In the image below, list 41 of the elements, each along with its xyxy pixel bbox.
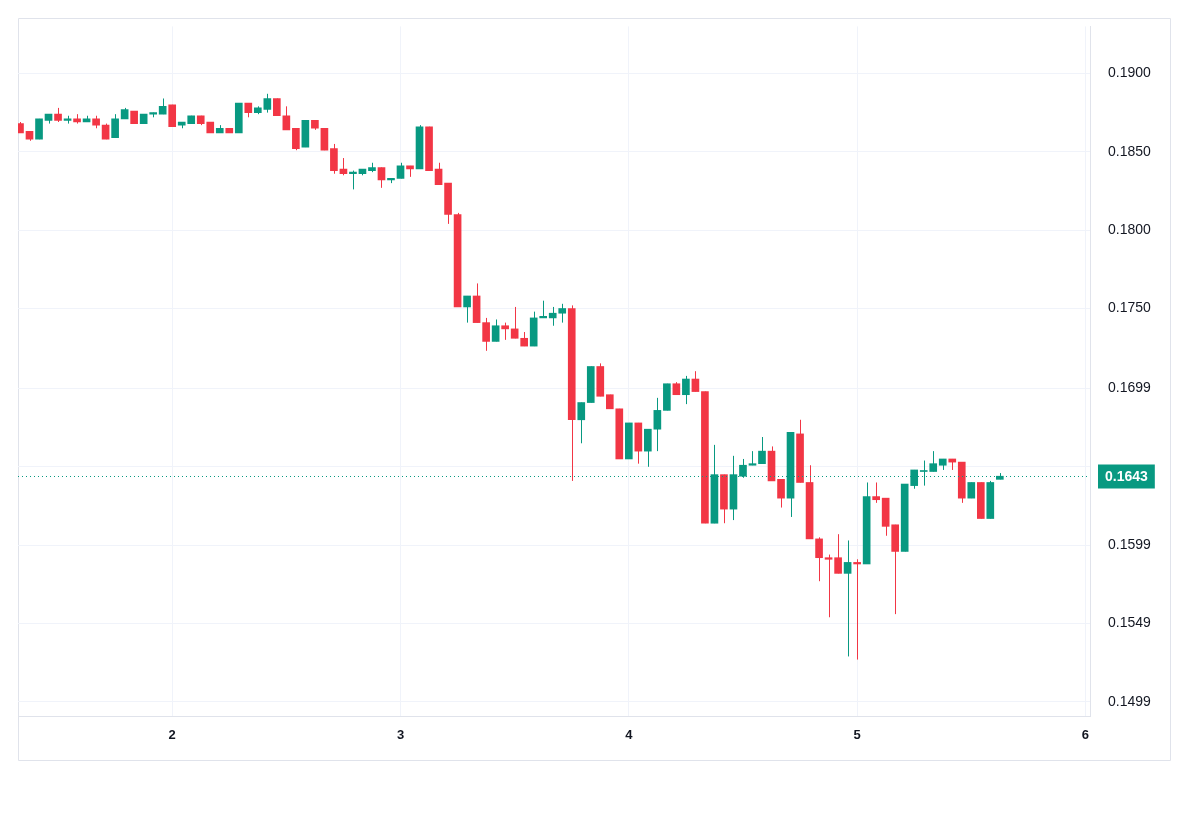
candlestick bbox=[777, 478, 785, 509]
candlestick bbox=[843, 539, 852, 657]
candlestick bbox=[320, 127, 329, 151]
y-tick-label: 0.1499 bbox=[1108, 692, 1152, 709]
candlestick bbox=[577, 402, 586, 444]
candlestick bbox=[653, 397, 662, 452]
candlestick bbox=[834, 533, 842, 574]
candlestick bbox=[330, 143, 338, 175]
candlestick bbox=[111, 113, 119, 139]
candlestick bbox=[292, 127, 300, 151]
candlestick bbox=[491, 318, 500, 342]
candlestick bbox=[853, 558, 861, 661]
y-tick-label: 0.1699 bbox=[1108, 379, 1152, 396]
candlestick bbox=[691, 370, 700, 393]
candlestick bbox=[434, 162, 443, 186]
candlestick bbox=[824, 554, 833, 618]
candlestick bbox=[682, 375, 690, 405]
x-tick-label: 5 bbox=[853, 727, 861, 743]
x-tick-label: 6 bbox=[1081, 727, 1090, 743]
x-tick-label: 2 bbox=[168, 727, 176, 743]
y-tick-label: 0.1900 bbox=[1108, 64, 1152, 81]
candlestick bbox=[482, 317, 490, 352]
y-tick-label: 0.1599 bbox=[1108, 536, 1152, 553]
candlestick bbox=[377, 166, 386, 189]
candlestick bbox=[263, 93, 272, 114]
y-tick-label: 0.1750 bbox=[1108, 299, 1152, 316]
candlestick bbox=[510, 306, 519, 339]
x-tick-label: 3 bbox=[396, 727, 405, 743]
x-tick-label: 4 bbox=[625, 727, 634, 743]
y-tick-label: 0.1800 bbox=[1108, 221, 1152, 237]
candlestick bbox=[815, 536, 823, 582]
candlestick bbox=[463, 295, 471, 324]
candlestick bbox=[168, 104, 177, 128]
candlestick bbox=[872, 481, 880, 504]
candlestick bbox=[644, 428, 652, 468]
candlestick bbox=[282, 105, 291, 131]
y-tick-label: 0.1549 bbox=[1108, 614, 1152, 631]
y-tick-label: 0.1850 bbox=[1108, 142, 1152, 159]
ref-line-label: 0.1643 bbox=[1105, 468, 1149, 485]
candlestick bbox=[349, 170, 357, 190]
candlestick bbox=[758, 436, 766, 465]
